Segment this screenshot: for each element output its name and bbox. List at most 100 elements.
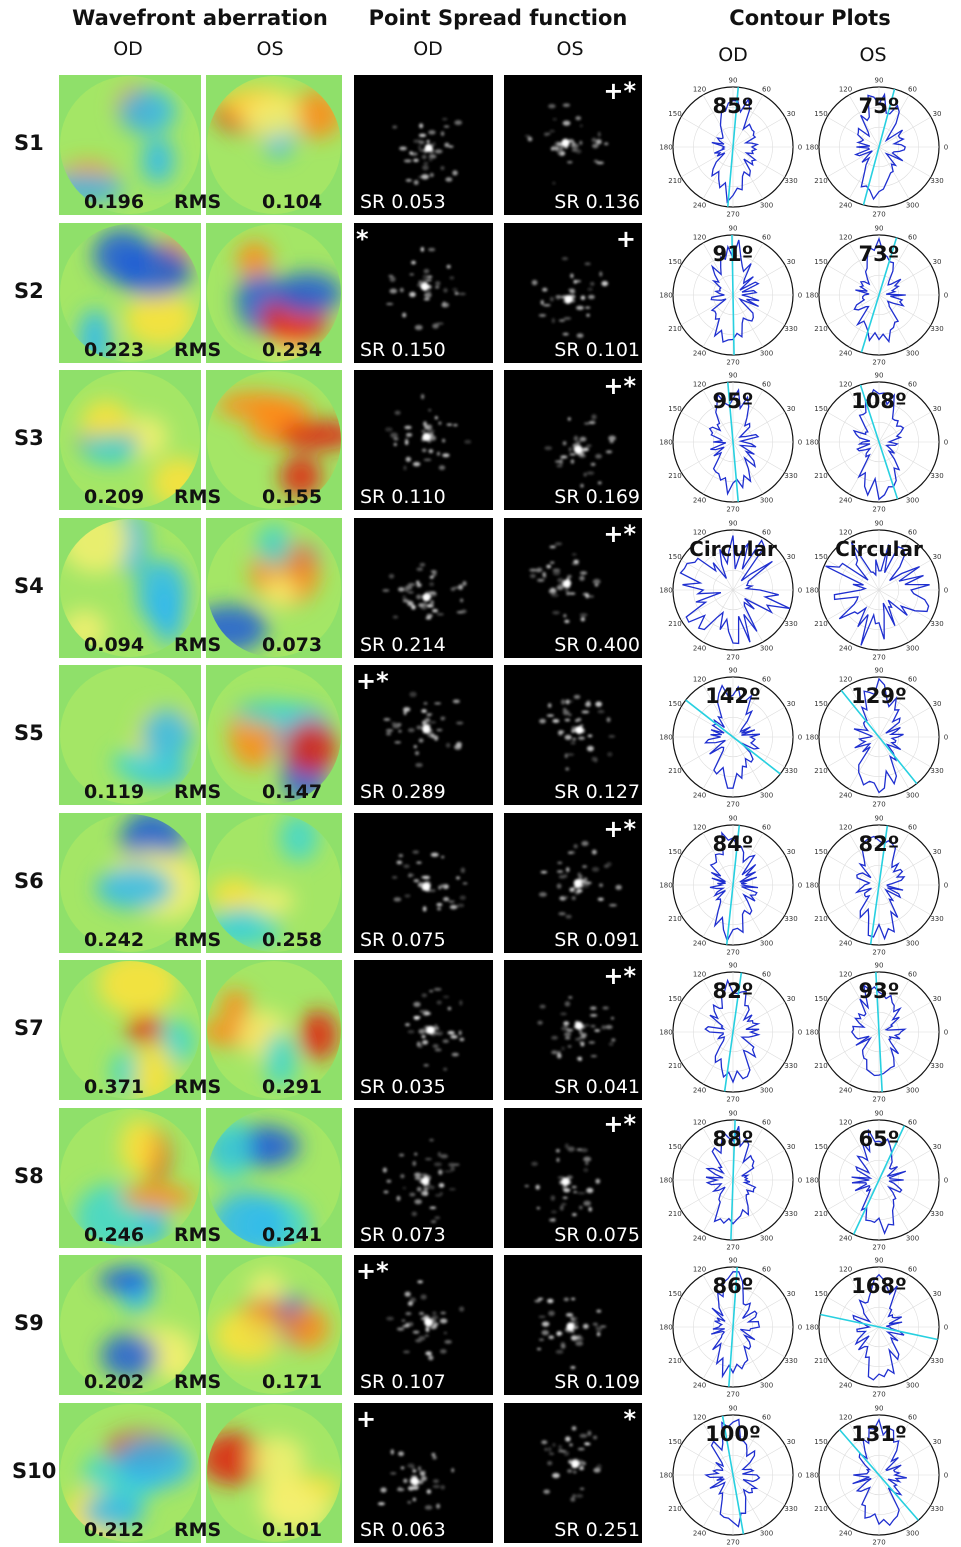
rms-value-od: 0.212 xyxy=(84,1519,145,1541)
polar-tick-label: 150 xyxy=(668,848,681,856)
polar-tick-label: 30 xyxy=(933,405,942,413)
rms-value-os: 0.155 xyxy=(262,486,323,508)
polar-tick-label: 60 xyxy=(762,233,771,241)
polar-tick-label: 300 xyxy=(906,350,919,358)
contour-trace xyxy=(708,388,760,496)
psf-graphic xyxy=(537,996,616,1062)
polar-tick-label: 330 xyxy=(930,177,943,185)
polar-tick-label: 120 xyxy=(693,233,706,241)
wavefront-graphic xyxy=(207,224,341,362)
polar-tick-label: 330 xyxy=(930,620,943,628)
wavefront-graphic xyxy=(60,76,200,214)
polar-tick-label: 240 xyxy=(839,497,852,505)
polar-tick-label: 240 xyxy=(839,940,852,948)
polar-tick-label: 240 xyxy=(839,1530,852,1538)
principal-angle-label: 168º xyxy=(851,1274,907,1298)
contour-trace xyxy=(854,835,906,941)
polar-tick-label: 270 xyxy=(872,949,885,956)
polar-tick-label: 270 xyxy=(872,506,885,513)
psf-graphic xyxy=(539,694,616,771)
polar-tick-label: 270 xyxy=(726,211,739,218)
polar-tick-label: 330 xyxy=(930,767,943,775)
polar-tick-label: 60 xyxy=(908,675,917,683)
polar-tick-label: 270 xyxy=(726,506,739,513)
significance-marker: +* xyxy=(603,962,636,990)
polar-tick-label: 60 xyxy=(762,823,771,831)
polar-tick-label: 90 xyxy=(729,667,738,675)
polar-tick-label: 330 xyxy=(784,1505,797,1513)
rms-value-od: 0.119 xyxy=(84,781,145,803)
principal-axis-line xyxy=(859,384,899,500)
psf-graphic xyxy=(386,247,466,331)
polar-tick-label: 300 xyxy=(906,202,919,210)
wavefront-map-od xyxy=(59,665,201,805)
polar-tick-label: 330 xyxy=(784,1357,797,1365)
polar-tick-label: 300 xyxy=(906,792,919,800)
polar-tick-label: 30 xyxy=(933,995,942,1003)
rms-value-os: 0.147 xyxy=(262,781,323,803)
significance-marker: +* xyxy=(603,77,636,105)
polar-tick-label: 240 xyxy=(693,1382,706,1390)
psf-image-od: SR 0.063 + xyxy=(354,1403,493,1543)
polar-tick-label: 150 xyxy=(668,700,681,708)
wavefront-map-os xyxy=(206,518,342,658)
rms-value-os: 0.104 xyxy=(262,191,323,213)
subject-label: S6 xyxy=(14,869,44,893)
psf-graphic xyxy=(544,414,616,488)
polar-tick-label: 30 xyxy=(933,700,942,708)
polar-tick-label: 0 xyxy=(944,1177,948,1185)
wavefront-graphic xyxy=(60,961,200,1099)
polar-tick-label: 30 xyxy=(933,1143,942,1151)
polar-tick-label: 240 xyxy=(839,1087,852,1095)
principal-angle-label: 82º xyxy=(712,979,753,1003)
polar-tick-label: 150 xyxy=(668,110,681,118)
polar-tick-label: 330 xyxy=(784,325,797,333)
psf-image-od: SR 0.035 xyxy=(354,960,493,1100)
polar-tick-label: 270 xyxy=(726,949,739,956)
wavefront-od-label: OD xyxy=(113,38,143,60)
polar-tick-label: 300 xyxy=(760,350,773,358)
polar-tick-label: 0 xyxy=(798,734,802,742)
wavefront-graphic xyxy=(60,371,200,509)
contour-trace xyxy=(710,239,760,343)
principal-axis-line xyxy=(839,1429,919,1521)
polar-tick-label: 240 xyxy=(839,350,852,358)
psf-graphic xyxy=(382,1138,460,1224)
subject-label: S10 xyxy=(12,1459,57,1483)
psf-od-label: OD xyxy=(413,38,443,60)
polar-tick-label: 180 xyxy=(805,1029,818,1037)
polar-tick-label: 150 xyxy=(814,1290,827,1298)
polar-tick-label: 60 xyxy=(762,1413,771,1421)
wavefront-map-os xyxy=(206,223,342,363)
polar-tick-label: 90 xyxy=(729,1257,738,1265)
polar-tick-label: 90 xyxy=(875,1257,884,1265)
polar-tick-label: 330 xyxy=(930,1357,943,1365)
polar-tick-label: 180 xyxy=(659,734,672,742)
polar-tick-label: 120 xyxy=(839,1118,852,1126)
polar-tick-label: 180 xyxy=(659,882,672,890)
psf-graphic xyxy=(386,1280,465,1361)
strehl-ratio-label: SR 0.101 xyxy=(554,339,640,361)
strehl-ratio-label: SR 0.035 xyxy=(360,1076,446,1098)
polar-tick-label: 180 xyxy=(805,587,818,595)
rms-value-os: 0.241 xyxy=(262,1224,323,1246)
polar-tick-label: 0 xyxy=(798,1177,802,1185)
principal-angle-label: 108º xyxy=(851,389,907,413)
principal-axis-line xyxy=(862,88,896,206)
polar-tick-label: 120 xyxy=(839,675,852,683)
polar-tick-label: 30 xyxy=(933,1290,942,1298)
polar-tick-label: 180 xyxy=(659,144,672,152)
polar-tick-label: 270 xyxy=(726,359,739,366)
subject-label: S5 xyxy=(14,721,44,745)
principal-angle-label: 129º xyxy=(851,684,907,708)
principal-angle-label: 88º xyxy=(712,1127,753,1151)
contour-trace xyxy=(852,1273,905,1381)
principal-axis-line xyxy=(728,1267,738,1387)
polar-tick-label: 0 xyxy=(944,734,948,742)
principal-axis-line xyxy=(852,1125,906,1235)
polar-tick-label: 300 xyxy=(760,497,773,505)
polar-tick-label: 240 xyxy=(693,940,706,948)
psf-graphic xyxy=(392,118,463,186)
